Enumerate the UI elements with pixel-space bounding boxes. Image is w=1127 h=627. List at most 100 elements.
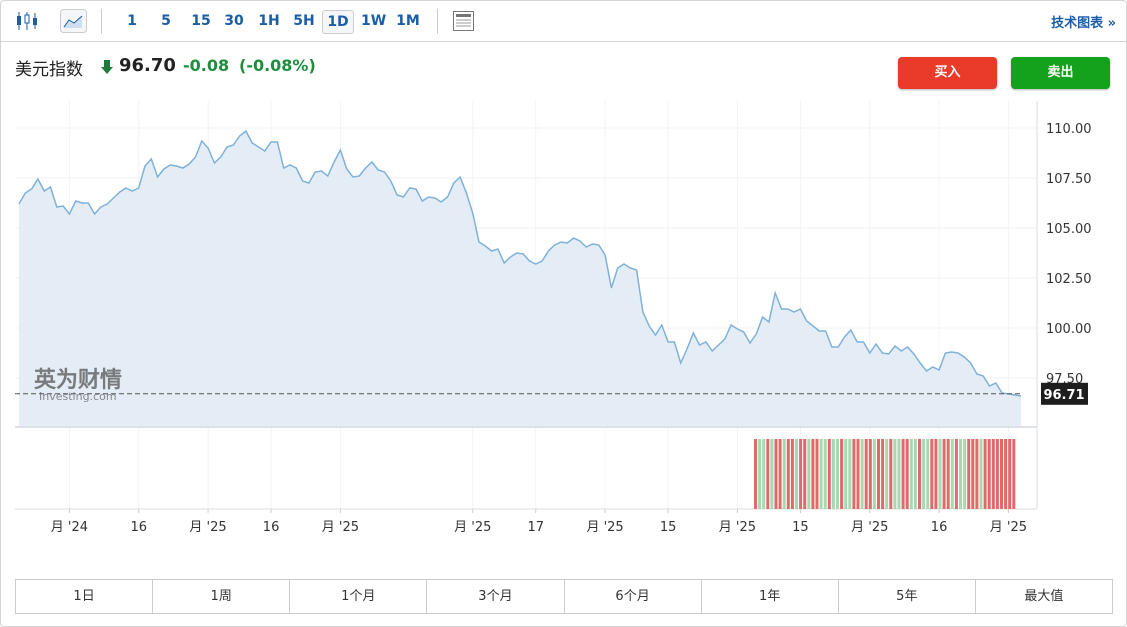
volume-bar	[844, 439, 848, 509]
separator	[437, 9, 438, 34]
volume-bar	[889, 439, 893, 509]
change: -0.08	[183, 56, 230, 75]
volume-bar	[918, 439, 921, 509]
interval-button[interactable]: 5	[161, 13, 171, 29]
candle-icon[interactable]	[15, 10, 39, 32]
technical-link[interactable]: 技术图表 »	[1051, 16, 1116, 31]
range-button[interactable]: 1个月	[290, 580, 428, 613]
separator	[101, 9, 102, 34]
volume-bar	[926, 439, 930, 509]
range-button[interactable]: 5年	[839, 580, 976, 613]
interval-button[interactable]: 1W	[361, 13, 387, 29]
x-tick-label: 月 '25	[586, 520, 623, 535]
range-button[interactable]: 1年	[702, 580, 839, 613]
interval-button[interactable]: 1	[127, 13, 137, 29]
volume-bar	[819, 439, 823, 509]
x-tick-label: 17	[527, 520, 544, 535]
volume-bar	[807, 439, 811, 509]
interval-button[interactable]: 1D	[322, 10, 354, 34]
volume-bar	[942, 439, 946, 509]
volume-bar	[827, 439, 831, 509]
y-tick-label: 107.50	[1046, 172, 1092, 187]
area	[19, 131, 1021, 426]
volume-bar	[778, 439, 782, 509]
x-tick-label: 月 '25	[851, 520, 888, 535]
volume-bar	[979, 439, 983, 509]
volume-bar	[836, 439, 839, 509]
volume-bar	[786, 439, 790, 509]
volume-bar	[803, 439, 807, 509]
volume-bar	[840, 439, 844, 509]
x-tick-label: 月 '25	[322, 520, 359, 535]
volume-bar	[893, 439, 897, 509]
volume-bar	[758, 439, 762, 509]
volume-bar	[954, 439, 958, 509]
interval-button[interactable]: 1M	[396, 13, 420, 29]
volume-bar	[1008, 439, 1012, 509]
last-value-box	[1041, 382, 1088, 405]
volume-bar	[975, 439, 979, 509]
x-tick-label: 月 '25	[719, 520, 756, 535]
volume-bar	[905, 439, 909, 509]
volume-bar	[782, 439, 786, 509]
watermark-en: Investing.com	[39, 390, 117, 403]
volume-bar	[1004, 439, 1008, 509]
volume-bar	[930, 439, 934, 509]
volume-bar	[922, 439, 926, 509]
y-tick-label: 110.00	[1046, 122, 1092, 137]
sell-button[interactable]: 卖出	[1011, 57, 1110, 89]
interval-button[interactable]: 15	[191, 13, 211, 29]
volume-bar	[864, 439, 868, 509]
range-button[interactable]: 6个月	[565, 580, 702, 613]
volume-bar	[848, 439, 852, 509]
volume-bar	[897, 439, 901, 509]
range-button[interactable]: 1日	[16, 580, 154, 613]
volume-bar	[913, 439, 917, 509]
y-tick-label: 105.00	[1046, 222, 1092, 237]
watermark-cn: 英为财情	[34, 367, 122, 393]
volume-bar	[901, 439, 905, 509]
table-icon[interactable]	[451, 9, 476, 33]
volume-bar	[1000, 439, 1003, 509]
volume-bar	[790, 439, 794, 509]
volume-bar	[909, 439, 913, 509]
range-button[interactable]: 3个月	[427, 580, 565, 613]
volume-bar	[872, 439, 876, 509]
volume-bar	[815, 439, 819, 509]
x-tick-label: 月 '25	[454, 520, 491, 535]
volume-bar	[971, 439, 975, 509]
x-tick-label: 16	[130, 520, 147, 535]
range-button[interactable]: 最大值	[1024, 589, 1064, 604]
volume-bar	[963, 439, 967, 509]
volume-bar	[959, 439, 962, 509]
volume-bar	[877, 439, 880, 509]
x-tick-label: 16	[931, 520, 948, 535]
interval-button[interactable]: 1H	[258, 13, 280, 29]
volume-bar	[799, 439, 803, 509]
change-pct: (-0.08%)	[239, 56, 316, 75]
price-line	[18, 129, 1022, 397]
y-tick-label: 100.00	[1046, 322, 1092, 337]
volume-bar	[766, 439, 770, 509]
price: 96.70	[119, 55, 176, 76]
volume-bar	[934, 439, 938, 509]
volume-bar	[770, 439, 774, 509]
volume-bar	[967, 439, 971, 509]
volume-bar	[856, 439, 860, 509]
area-icon[interactable]	[60, 9, 87, 33]
volume-bar	[995, 439, 999, 509]
y-tick-label: 102.50	[1046, 272, 1092, 287]
watermark: 英为财情 Investing.com	[34, 367, 122, 403]
buy-button[interactable]: 买入	[898, 57, 997, 89]
volume-bar	[885, 439, 889, 509]
volume-bar	[950, 439, 954, 509]
volume-bar	[946, 439, 950, 509]
volume-bar	[983, 439, 987, 509]
x-tick-label: 15	[792, 520, 809, 535]
interval-button[interactable]: 5H	[293, 13, 315, 29]
down-arrow	[101, 60, 113, 74]
interval-button[interactable]: 30	[224, 13, 244, 29]
range-button[interactable]: 1周	[153, 580, 291, 613]
x-tick-label: 月 '25	[189, 520, 226, 535]
